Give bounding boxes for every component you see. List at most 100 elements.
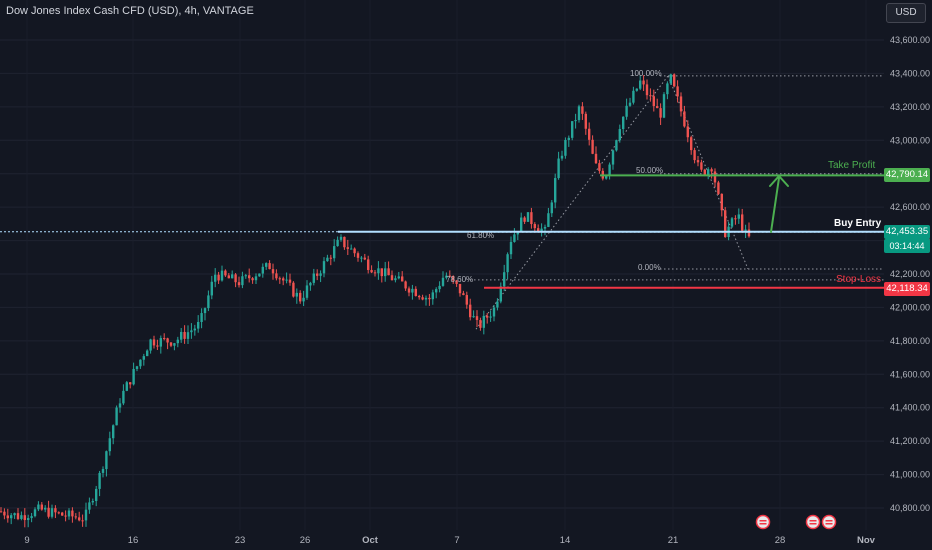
candle-body [64,515,67,517]
candle-body [10,515,13,519]
candle-body [159,338,162,347]
candle-body [628,102,632,106]
candle-body [567,137,570,140]
candle-body [302,297,305,302]
candle-body [455,280,458,284]
candle-body [486,315,489,318]
candle-body [292,282,295,297]
currency-button[interactable]: USD [886,3,926,23]
candle-body [186,332,190,339]
candle-body [237,282,241,286]
price-axis[interactable]: 43,600.0043,400.0043,200.0043,000.0042,8… [890,35,930,513]
candle-body [37,504,40,510]
candle-body [350,248,353,250]
candle-body [248,275,251,279]
candle-body [258,273,261,277]
candle-body [322,261,326,274]
candle-body [448,275,451,277]
candle-body [707,169,710,175]
candle-body [452,276,455,281]
fibonacci-retracement[interactable] [470,75,884,330]
candle-body [513,234,516,242]
candle-body [44,507,47,510]
candle-body [30,516,33,519]
candle-body [581,106,584,114]
candle-body [635,88,638,91]
time-axis[interactable]: 9 16 23 26 Oct 7 14 21 28 Nov [24,535,875,546]
candle-body [618,129,621,141]
candle-body [316,273,319,276]
candle-body [139,359,142,367]
fib-label-618: 61.80% [467,231,495,240]
candle-body [424,297,428,300]
candle-body [180,331,183,340]
flag-stripe [759,523,767,525]
flag-icon [755,514,771,530]
candle-body [537,228,540,232]
candle-body [557,158,560,179]
flag-icon [821,514,837,530]
candle-body [329,257,332,259]
candle-body [118,403,122,408]
candle-body [295,292,298,297]
candle-body [135,366,139,369]
candle-body [50,508,54,517]
stop-loss-label: Stop-Loss [836,274,882,285]
candle-body [475,316,479,320]
chart-title: Dow Jones Index Cash CFD (USD), 4h, VANT… [6,5,254,17]
candle-body [479,319,482,328]
candle-body [656,106,659,109]
candle-body [679,96,683,112]
candle-body [543,226,547,229]
candle-body [499,286,502,302]
candle-body [309,282,312,286]
candle-body [734,218,737,220]
x-tick-label: Oct [362,535,379,546]
candle-body [659,108,662,118]
y-tick-label: 42,000.00 [890,302,930,312]
candle-body [710,169,713,172]
candle-body [438,285,441,290]
candle-body [622,116,625,130]
candle-body [339,236,343,240]
candle-body [210,281,213,296]
candle-body [414,288,417,296]
candle-body [469,304,472,318]
candle-body [146,350,149,357]
candle-body [129,382,132,385]
candle-body [278,278,281,280]
x-tick-label: 23 [235,535,246,546]
candle-body [16,513,20,519]
stop-loss-price-tag: 42,118.34 [884,282,930,296]
candle-body [720,193,723,211]
candle-body [203,308,207,314]
candle-body [737,214,740,219]
target-arrow [769,175,789,233]
candle-body [591,139,594,154]
candle-body [254,276,258,281]
candle-body [523,217,526,222]
x-tick-label: 14 [560,535,571,546]
candle-body [47,507,50,517]
fib-label-100: 100.00% [630,69,662,78]
candle-body [343,236,346,248]
candle-body [540,228,543,232]
candle-body [285,279,288,281]
candle-body [741,214,744,231]
candle-body [163,338,166,340]
candle-body [176,339,179,344]
candle-body [112,425,115,439]
y-tick-label: 42,600.00 [890,202,930,212]
candle-body [261,266,264,274]
candle-body [57,512,60,514]
candle-body [217,274,220,281]
candle-body [547,213,550,227]
candle-body [608,164,611,176]
candle-body [686,126,689,138]
candle-body [418,295,421,298]
candle-body [397,276,400,279]
trade-levels[interactable] [0,174,884,530]
candle-body [577,106,581,121]
y-tick-label: 42,200.00 [890,269,930,279]
